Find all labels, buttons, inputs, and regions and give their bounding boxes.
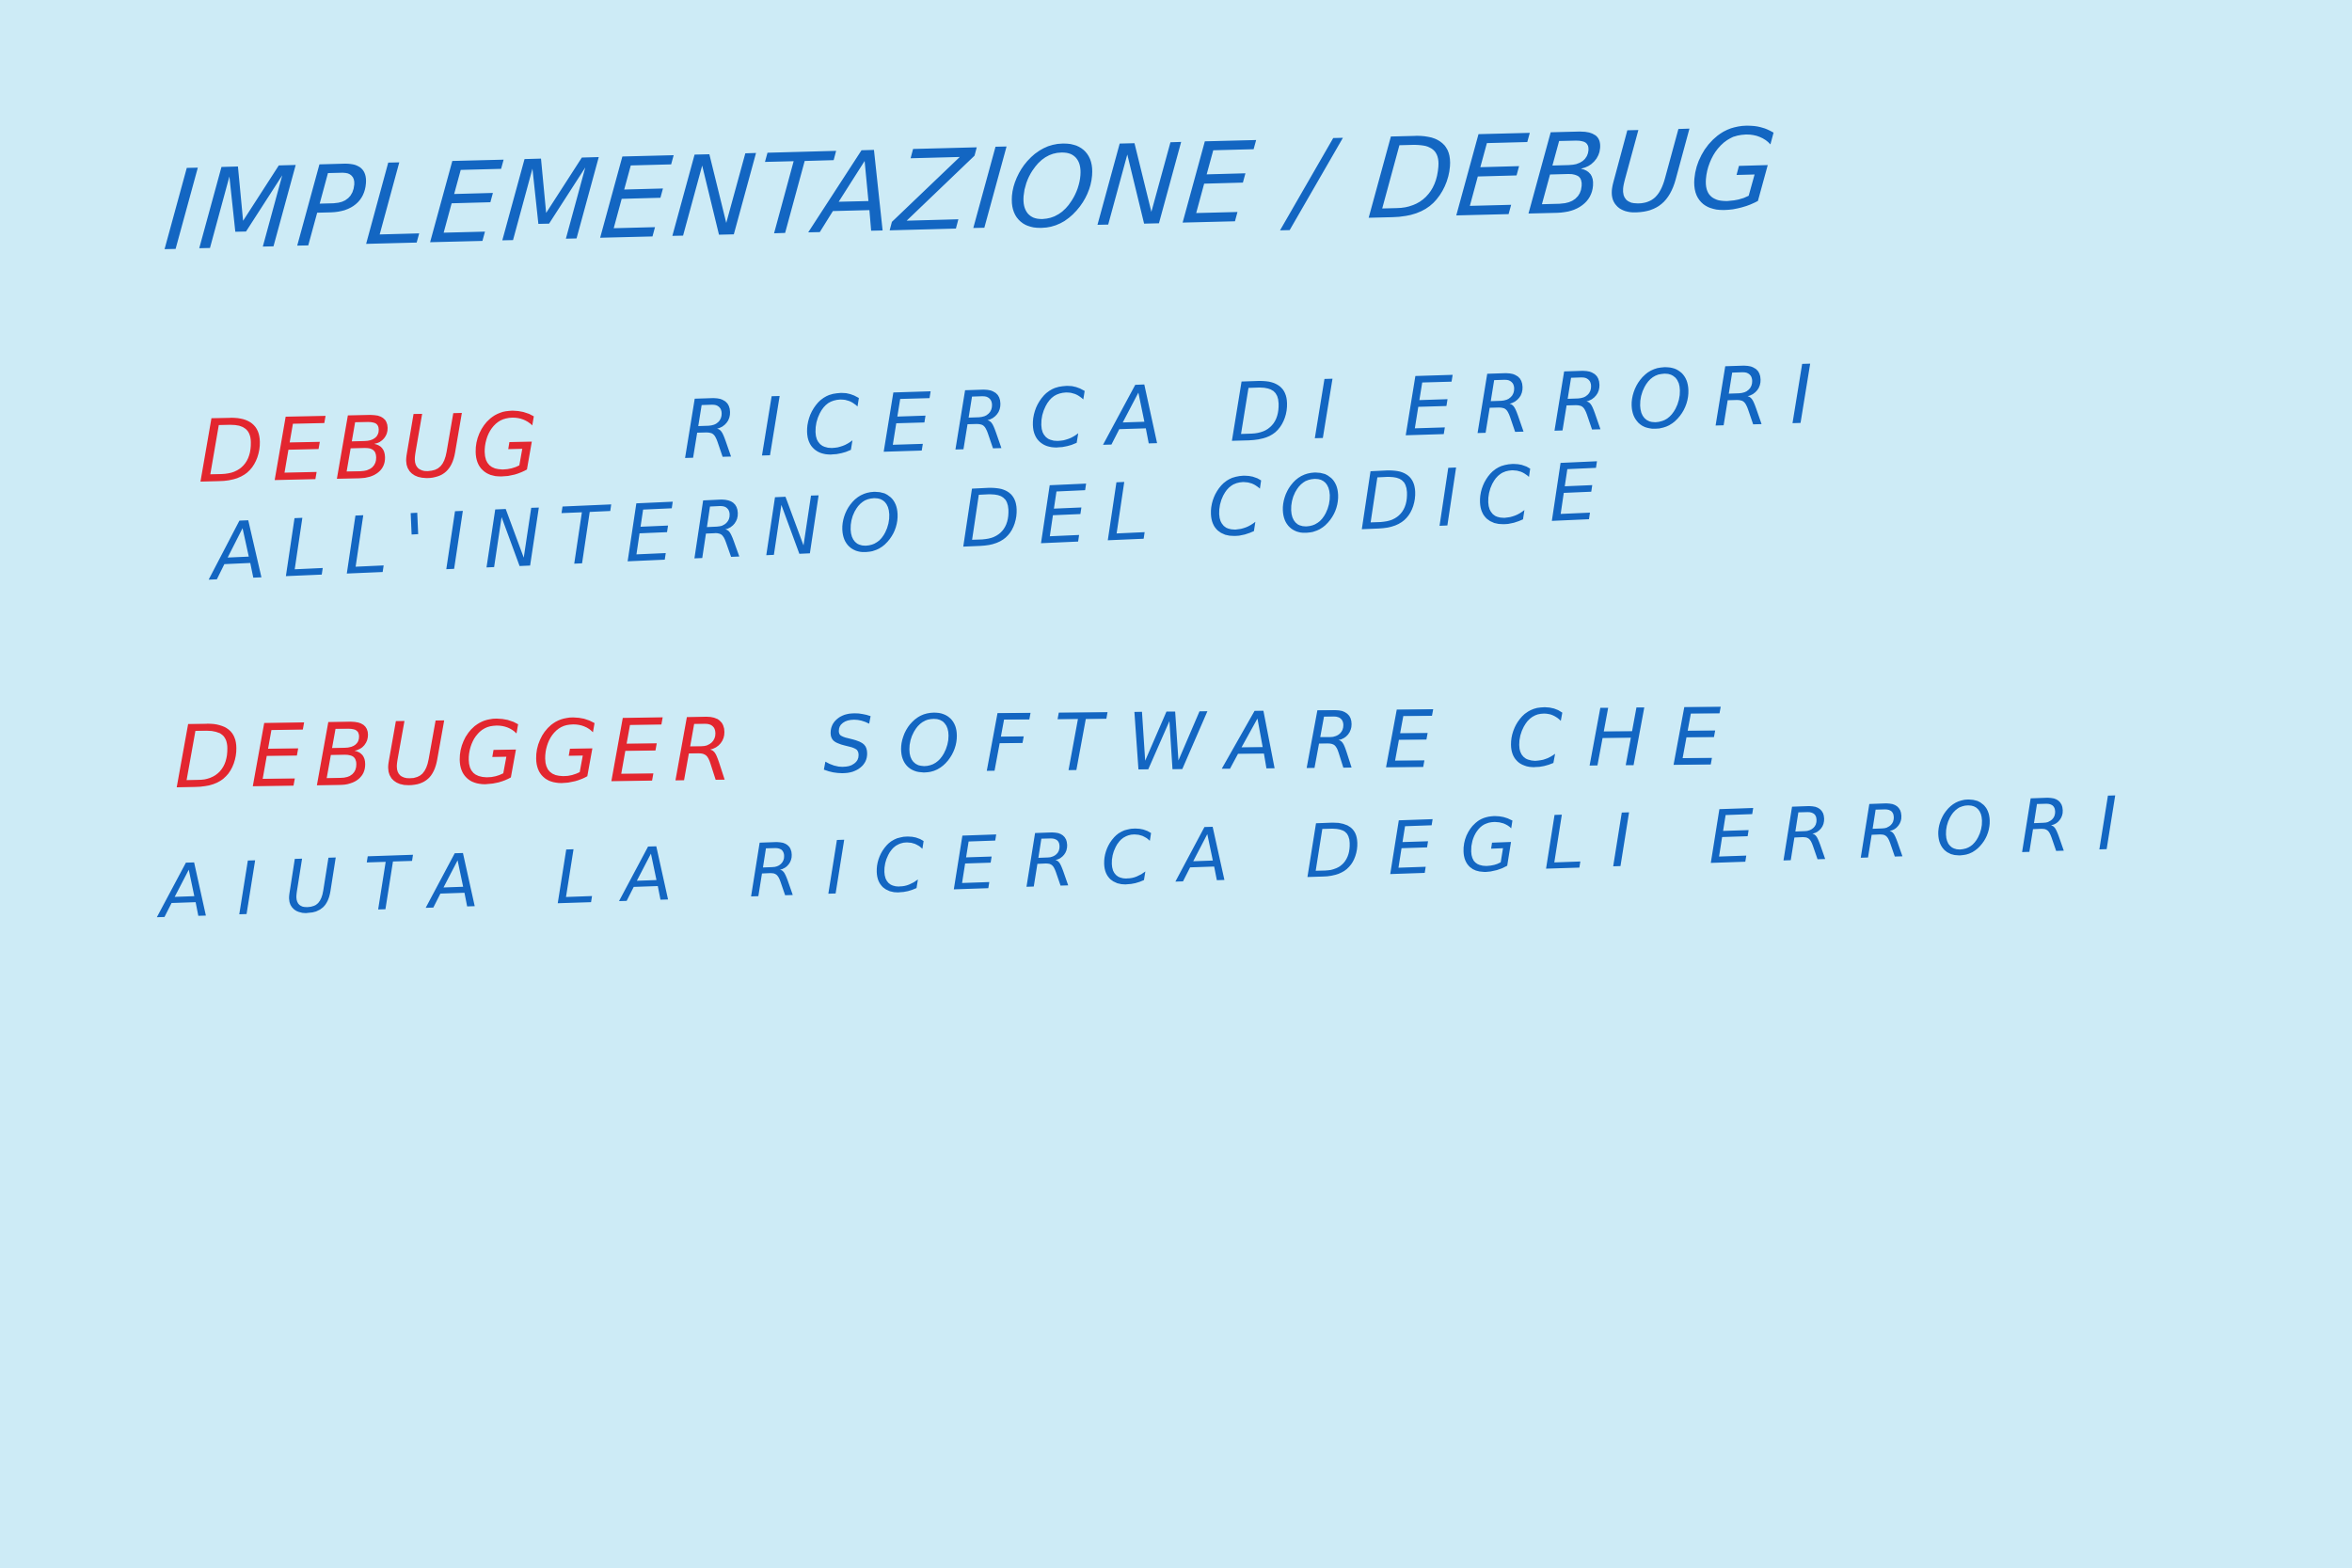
debug-term: DEBUG xyxy=(196,394,548,502)
debugger-term: DEBUGGER xyxy=(173,699,743,808)
debug-definition-line1: RICERCA DI ERRORI xyxy=(680,347,1836,478)
debugger-definition-line2: AIUTA LA RICERCA DEGLI ERRORI xyxy=(158,781,2147,935)
note-title: IMPLEMENTAZIONE / DEBUG xyxy=(159,103,1784,276)
debugger-definition-line1: SOFTWARE CHE xyxy=(822,690,1746,791)
